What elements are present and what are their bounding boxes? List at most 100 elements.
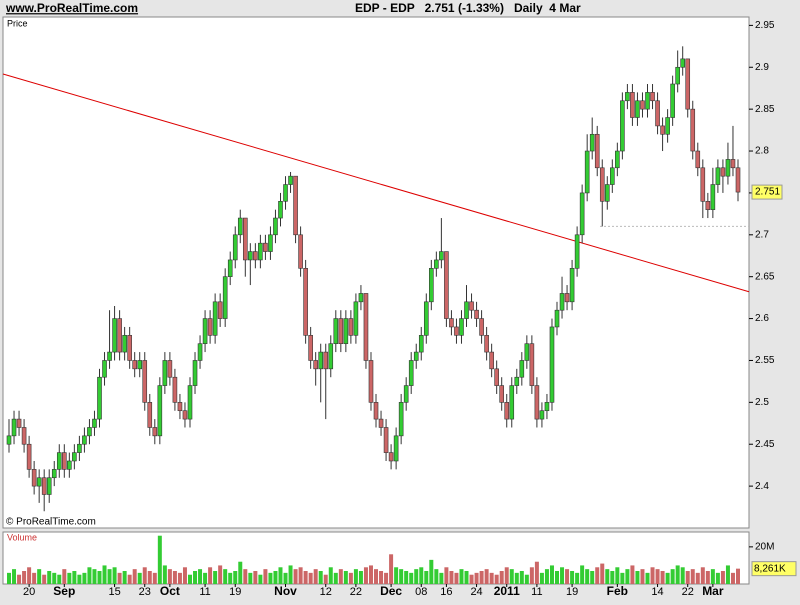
- y-tick-label: 2.65: [755, 271, 775, 282]
- volume-bar: [137, 572, 142, 584]
- candle-body: [187, 385, 193, 420]
- candle-body: [464, 301, 469, 319]
- volume-bar: [414, 569, 419, 584]
- candle-body: [665, 117, 670, 135]
- candle-body: [298, 234, 303, 269]
- volume-bar: [72, 571, 77, 584]
- candle-body: [36, 477, 42, 487]
- volume-bar: [182, 567, 187, 584]
- volume-bar: [177, 572, 182, 584]
- volume-bar: [223, 569, 228, 584]
- volume-bar: [353, 569, 358, 584]
- candle-body: [62, 452, 67, 470]
- volume-bar: [384, 572, 389, 584]
- x-tick-label: 22: [350, 586, 362, 598]
- volume-bar: [37, 569, 42, 584]
- candle-body: [127, 335, 132, 361]
- candle-body: [584, 150, 590, 194]
- candle-body: [207, 318, 213, 336]
- y-tick-label: 2.6: [755, 313, 769, 324]
- volume-bar: [434, 569, 439, 584]
- volume-bar: [102, 565, 107, 584]
- volume-bar: [52, 572, 57, 584]
- candle-body: [31, 469, 37, 487]
- volume-bar: [600, 563, 605, 584]
- candle-body: [237, 217, 243, 236]
- volume-bar: [590, 571, 595, 584]
- candle-body: [494, 368, 499, 386]
- volume-bar: [690, 569, 695, 584]
- candle-body: [217, 301, 223, 319]
- last-price-label: 2.751: [755, 187, 780, 198]
- candle-body: [87, 427, 92, 437]
- candle-body: [650, 92, 655, 102]
- candle-body: [625, 92, 630, 102]
- candle-body: [509, 385, 515, 420]
- candle-body: [363, 293, 369, 361]
- candle-body: [579, 192, 585, 236]
- candle-body: [690, 108, 696, 152]
- candle-body: [670, 83, 675, 118]
- candle-body: [574, 234, 580, 269]
- candle-body: [594, 133, 600, 169]
- candle-body: [338, 318, 344, 345]
- candle-body: [147, 402, 153, 428]
- volume-bar: [248, 572, 253, 584]
- volume-bar: [303, 571, 308, 584]
- candle-body: [182, 410, 188, 420]
- candle-body: [137, 360, 143, 370]
- x-tick-label: Feb: [607, 584, 628, 598]
- candle-body: [620, 100, 625, 152]
- candle-body: [248, 251, 253, 261]
- volume-bar: [147, 571, 152, 584]
- volume-bar: [198, 569, 203, 584]
- volume-bar: [439, 572, 444, 584]
- candle-body: [273, 217, 278, 236]
- candle-body: [253, 251, 258, 261]
- candle-body: [630, 92, 635, 118]
- site-title: www.ProRealTime.com: [5, 1, 138, 15]
- candle-body: [695, 150, 701, 169]
- volume-bar: [705, 571, 710, 584]
- volume-bar: [685, 571, 690, 584]
- volume-bar: [132, 569, 137, 584]
- volume-bar: [313, 569, 318, 584]
- candle-body: [655, 100, 660, 127]
- last-volume-box: [751, 561, 797, 577]
- volume-bar: [509, 569, 514, 584]
- volume-bar: [730, 572, 735, 584]
- volume-bar: [213, 571, 218, 584]
- volume-bar: [424, 571, 429, 584]
- volume-bar: [725, 565, 730, 584]
- candle-body: [278, 200, 283, 219]
- volume-bar: [358, 571, 363, 584]
- candle-body: [705, 200, 711, 210]
- volume-bar: [17, 574, 22, 584]
- volume-bar: [710, 569, 715, 584]
- x-tick-label: 11: [199, 586, 210, 598]
- candle-body: [499, 385, 505, 403]
- candle-body: [479, 318, 484, 336]
- candle-body: [177, 402, 183, 412]
- y-tick-label: 2.4: [755, 481, 769, 492]
- candle-body: [308, 335, 313, 361]
- candle-body: [449, 318, 454, 328]
- candle-body: [715, 167, 721, 185]
- volume-bar: [449, 571, 454, 584]
- candle-body: [383, 427, 389, 453]
- x-tick-label: 16: [440, 586, 452, 598]
- y-tick-label: 2.45: [755, 439, 775, 450]
- volume-bar: [278, 567, 283, 584]
- volume-bar: [12, 569, 17, 584]
- candle-body: [529, 343, 535, 386]
- volume-bar: [645, 572, 650, 584]
- volume-bar: [479, 571, 484, 584]
- volume-bar: [32, 572, 37, 584]
- candle-body: [162, 360, 168, 386]
- volume-bar: [87, 567, 92, 584]
- candle-body: [564, 293, 570, 303]
- candle-body: [459, 318, 464, 336]
- candle-body: [72, 452, 77, 462]
- candle-body: [21, 427, 27, 445]
- volume-bar: [529, 567, 534, 584]
